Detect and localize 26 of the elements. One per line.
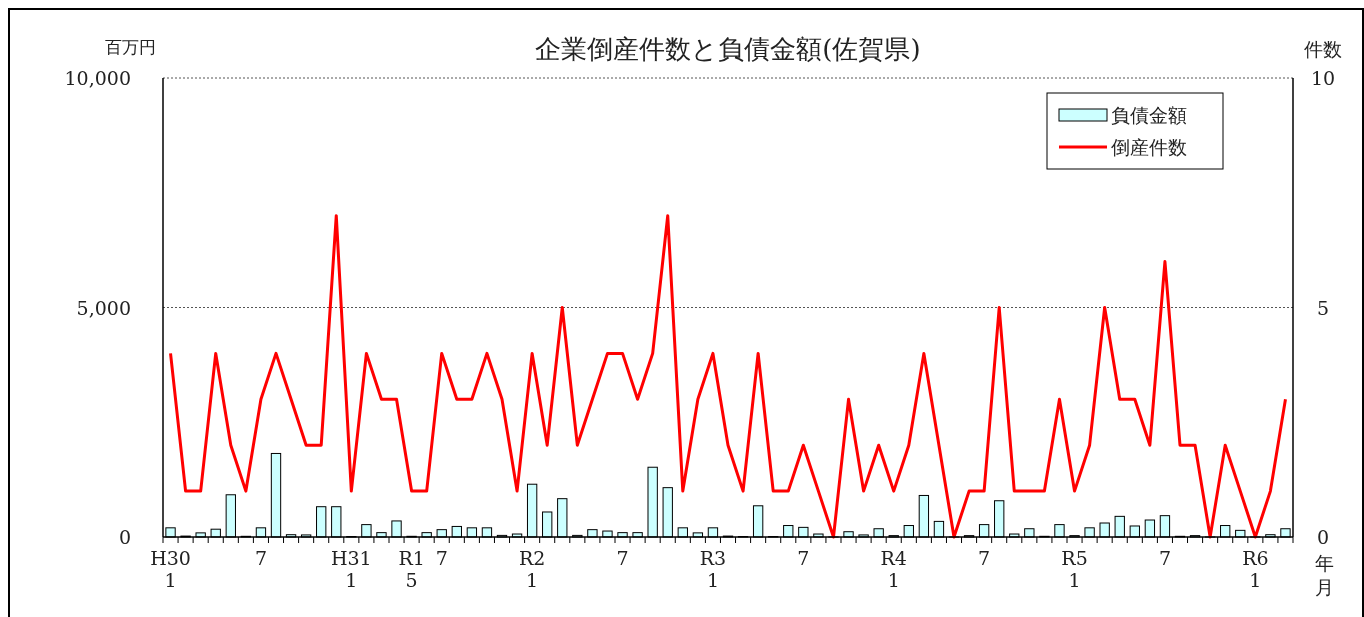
y-axis-title: 百万円 (104, 37, 156, 57)
chart-title: 企業倒産件数と負債金額(佐賀県) (535, 34, 921, 64)
legend-label: 倒産件数 (1111, 136, 1187, 158)
y2-axis-title: 件数 (1304, 38, 1342, 60)
legend-label: 負債金額 (1111, 104, 1187, 126)
y2-tick-label: 0 (1316, 526, 1330, 548)
y-tick-label: 5,000 (76, 296, 131, 319)
x-tick-label: 7 (435, 547, 448, 569)
x-axis-title: 年月 (1314, 552, 1334, 598)
x-tick-label: 7 (797, 547, 810, 569)
x-tick-label: H30 1 (150, 547, 191, 591)
x-tick-label: R3 1 (699, 547, 727, 591)
x-tick-label: 7 (254, 547, 267, 569)
x-tick-label: R6 1 (1242, 547, 1269, 591)
y-tick-label: 10,000 (64, 67, 131, 89)
x-tick-label: 7 (1158, 547, 1171, 569)
x-tick-label: 7 (978, 547, 991, 569)
x-tick-label: R4 1 (880, 547, 907, 591)
x-tick-label: R1 5 (398, 547, 425, 591)
x-tick-label: H31 1 (330, 547, 372, 591)
y2-tick-label: 5 (1316, 296, 1330, 319)
x-tick-label: R5 1 (1061, 547, 1088, 591)
x-tick-label: R2 1 (518, 547, 546, 591)
y-tick-label: 0 (118, 526, 131, 548)
x-tick-label: 7 (616, 547, 629, 569)
y2-tick-label: 10 (1310, 67, 1336, 89)
